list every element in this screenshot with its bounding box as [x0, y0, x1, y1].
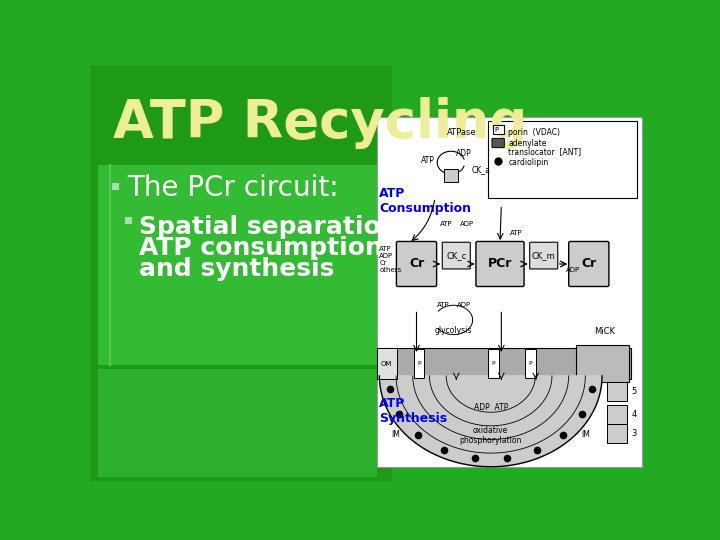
Text: ATP
Consumption: ATP Consumption	[379, 187, 472, 215]
FancyBboxPatch shape	[125, 217, 132, 224]
Text: ADP: ADP	[567, 267, 580, 273]
FancyBboxPatch shape	[492, 138, 504, 147]
Text: P: P	[492, 361, 495, 366]
FancyBboxPatch shape	[414, 349, 425, 378]
Text: cardiolipin: cardiolipin	[508, 158, 549, 167]
Text: ATP
Synthesis: ATP Synthesis	[379, 397, 448, 425]
Text: porin  (VDAC): porin (VDAC)	[508, 127, 560, 137]
Text: 4: 4	[631, 410, 636, 419]
Text: ADP: ADP	[456, 149, 472, 158]
FancyBboxPatch shape	[397, 241, 436, 287]
Text: ADP: ADP	[460, 221, 474, 227]
Text: adenylate: adenylate	[508, 139, 546, 148]
FancyBboxPatch shape	[98, 369, 377, 477]
FancyBboxPatch shape	[98, 165, 377, 365]
Text: ADP  ATP: ADP ATP	[474, 403, 508, 412]
Text: Spatial separation of: Spatial separation of	[139, 215, 436, 239]
FancyBboxPatch shape	[442, 242, 470, 269]
FancyBboxPatch shape	[488, 349, 499, 378]
Text: ATPase: ATPase	[446, 127, 477, 137]
Text: translocator  [ANT]: translocator [ANT]	[508, 147, 581, 156]
FancyBboxPatch shape	[492, 125, 503, 134]
FancyBboxPatch shape	[444, 169, 457, 182]
Text: glycolysis: glycolysis	[435, 326, 472, 335]
Text: oxidative
phosphorylation: oxidative phosphorylation	[459, 426, 522, 444]
FancyBboxPatch shape	[377, 348, 397, 379]
Text: ATP: ATP	[510, 230, 523, 235]
Text: P: P	[495, 127, 499, 133]
FancyBboxPatch shape	[476, 241, 524, 287]
FancyBboxPatch shape	[606, 382, 626, 401]
FancyBboxPatch shape	[575, 345, 629, 382]
Text: IM: IM	[392, 430, 400, 440]
FancyBboxPatch shape	[525, 349, 536, 378]
Text: Cr: Cr	[581, 258, 596, 271]
Text: CK_m: CK_m	[532, 251, 556, 260]
Text: ATP consumption: ATP consumption	[139, 236, 383, 260]
FancyBboxPatch shape	[90, 65, 392, 481]
Text: ATP: ATP	[437, 302, 449, 308]
Text: CK_c: CK_c	[446, 251, 467, 260]
Text: ATP: ATP	[421, 156, 435, 165]
FancyBboxPatch shape	[377, 348, 631, 379]
Text: ADP: ADP	[457, 302, 471, 308]
FancyBboxPatch shape	[112, 183, 120, 190]
Text: P: P	[528, 361, 532, 366]
Text: ATP Recycling: ATP Recycling	[113, 97, 528, 148]
Text: 3: 3	[631, 429, 636, 438]
Text: IM: IM	[581, 430, 590, 440]
Text: ATP
ADP
Cr
others: ATP ADP Cr others	[379, 246, 402, 273]
FancyBboxPatch shape	[606, 424, 626, 443]
Polygon shape	[379, 376, 602, 467]
Text: Cr: Cr	[409, 258, 424, 271]
FancyBboxPatch shape	[488, 120, 636, 198]
Text: OM: OM	[381, 361, 392, 367]
FancyBboxPatch shape	[569, 241, 609, 287]
Text: MiCK: MiCK	[594, 327, 615, 336]
Text: ATP: ATP	[440, 221, 452, 227]
Text: and synthesis: and synthesis	[139, 256, 334, 281]
Text: CK_a: CK_a	[472, 165, 490, 174]
Text: The PCr circuit:: The PCr circuit:	[127, 174, 339, 202]
FancyBboxPatch shape	[377, 117, 642, 467]
FancyBboxPatch shape	[530, 242, 558, 269]
Text: P: P	[418, 361, 421, 366]
FancyBboxPatch shape	[606, 405, 626, 424]
Text: PCr: PCr	[488, 258, 512, 271]
Text: 5: 5	[631, 387, 636, 396]
